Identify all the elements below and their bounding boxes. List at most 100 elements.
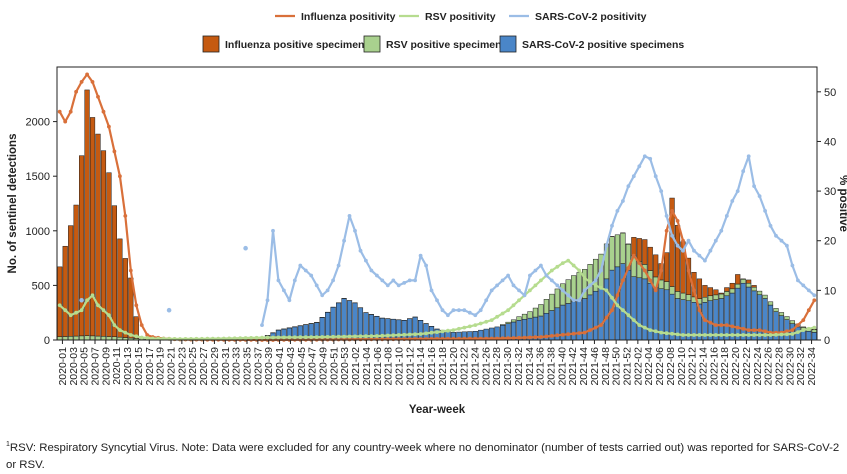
bar-sars xyxy=(741,283,746,340)
bar-rsv xyxy=(785,317,790,320)
bar-rsv xyxy=(621,233,626,264)
line-point-rsv_line xyxy=(468,325,472,329)
line-point-influenza_line xyxy=(665,229,669,233)
bar-influenza xyxy=(719,293,724,294)
bar-rsv xyxy=(566,280,571,304)
line-point-sars_line xyxy=(539,264,543,268)
line-point-sars_line xyxy=(309,274,313,278)
y2-tick-label: 0 xyxy=(824,335,830,347)
bar-rsv xyxy=(615,235,620,267)
line-point-rsv_line xyxy=(473,323,477,327)
line-point-sars_line xyxy=(752,184,756,188)
line-point-rsv_line xyxy=(801,328,805,332)
line-point-rsv_line xyxy=(134,334,138,338)
line-point-influenza_line xyxy=(763,329,767,333)
legend-bar-swatch xyxy=(364,36,380,52)
footnote-text: RSV: Respiratory Syncytial Virus. Note: … xyxy=(6,442,839,471)
line-point-influenza_line xyxy=(545,335,549,339)
line-point-sars_line xyxy=(812,293,816,297)
bar-rsv xyxy=(675,291,680,298)
line-point-rsv_line xyxy=(681,333,685,337)
bar-sars xyxy=(599,288,604,340)
line-point-influenza_line xyxy=(616,293,620,297)
line-point-influenza_line xyxy=(91,80,95,84)
line-point-rsv_line xyxy=(435,330,439,334)
line-point-rsv_line xyxy=(512,303,516,307)
line-point-influenza_line xyxy=(74,90,78,94)
bar-sars xyxy=(806,331,811,340)
line-point-sars_line xyxy=(703,259,707,263)
line-point-sars_line xyxy=(763,209,767,213)
line-point-rsv_line xyxy=(566,259,570,263)
bar-rsv xyxy=(730,289,735,293)
legend-bar-label: SARS-CoV-2 positive specimens xyxy=(522,39,684,51)
y2-tick-label: 40 xyxy=(824,136,836,148)
bar-rsv xyxy=(686,295,691,301)
bar-rsv xyxy=(511,320,516,322)
line-point-influenza_line xyxy=(561,333,565,337)
bar-rsv xyxy=(812,330,817,333)
bar-influenza xyxy=(724,288,729,292)
bar-rsv xyxy=(768,302,773,305)
line-point-influenza_line xyxy=(714,323,718,327)
bar-influenza xyxy=(752,285,757,287)
line-point-sars_line xyxy=(594,279,598,283)
line-point-influenza_line xyxy=(539,335,543,339)
line-point-sars_line xyxy=(545,274,549,278)
line-point-rsv_line xyxy=(736,333,740,337)
line-point-rsv_line xyxy=(561,261,565,265)
bar-sars xyxy=(413,317,418,340)
line-point-rsv_line xyxy=(484,320,488,324)
line-point-rsv_line xyxy=(309,335,313,339)
legend-line-label: Influenza positivity xyxy=(301,11,396,23)
line-point-sars_line xyxy=(397,284,401,288)
line-point-sars_line xyxy=(627,184,631,188)
line-point-influenza_line xyxy=(747,328,751,332)
bar-influenza xyxy=(708,288,713,296)
bar-sars xyxy=(353,303,358,340)
bar-rsv xyxy=(539,305,544,316)
bar-rsv xyxy=(63,337,68,340)
bar-influenza xyxy=(648,247,653,270)
axes: 0500100015002000010203040502020-012020-0… xyxy=(7,67,847,416)
line-point-rsv_line xyxy=(577,269,581,273)
y-tick-label: 1000 xyxy=(26,226,50,238)
legend-line-label: SARS-CoV-2 positivity xyxy=(535,11,647,23)
line-point-sars_line xyxy=(687,239,691,243)
line-point-rsv_line xyxy=(113,323,117,327)
line-point-sars_line xyxy=(386,284,390,288)
line-point-sars_line xyxy=(714,239,718,243)
line-point-sars_line xyxy=(484,298,488,302)
line-point-sars_line xyxy=(523,293,527,297)
line-point-influenza_line xyxy=(730,325,734,329)
line-point-influenza_line xyxy=(758,328,762,332)
bar-sars xyxy=(812,332,817,340)
x-tick-label: 2022-34 xyxy=(806,347,818,386)
line-point-sars_line xyxy=(719,229,723,233)
bar-sars xyxy=(407,319,412,340)
line-point-influenza_line xyxy=(512,336,516,340)
line-point-influenza_line xyxy=(599,323,603,327)
line-point-rsv_line xyxy=(632,318,636,322)
line-point-sars_line xyxy=(555,284,559,288)
line-point-sars_line xyxy=(632,174,636,178)
line-point-rsv_line xyxy=(129,333,133,337)
line-point-sars_line xyxy=(342,239,346,243)
line-point-sars_line xyxy=(643,154,647,158)
line-point-influenza_line xyxy=(523,336,527,340)
line-point-rsv_line xyxy=(774,333,778,337)
line-point-sars_line xyxy=(315,284,319,288)
line-point-rsv_line xyxy=(380,334,384,338)
line-point-sars_line xyxy=(725,214,729,218)
line-point-sars_line xyxy=(801,284,805,288)
legend-bar-label: Influenza positive specimens xyxy=(225,39,370,51)
line-point-sars_line xyxy=(298,264,302,268)
line-point-rsv_line xyxy=(709,333,713,337)
line-point-influenza_line xyxy=(85,73,89,77)
line-point-sars_line xyxy=(605,244,609,248)
line-point-rsv_line xyxy=(353,335,357,339)
line-point-influenza_line xyxy=(577,331,581,335)
line-point-sars_line xyxy=(528,274,532,278)
line-point-sars_line xyxy=(293,279,297,283)
